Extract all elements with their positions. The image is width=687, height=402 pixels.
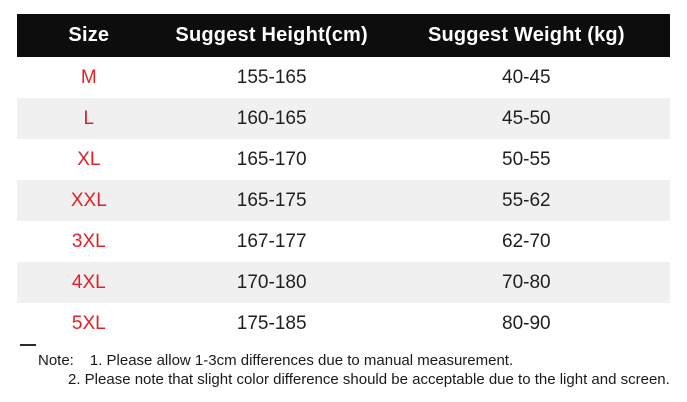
table-row: L 160-165 45-50 [17, 98, 670, 139]
weight-cell: 70-80 [502, 271, 551, 293]
size-cell: L [83, 107, 95, 129]
table-row: 5XL 175-185 80-90 [17, 303, 670, 344]
height-cell: 175-185 [236, 312, 307, 334]
size-cell: 5XL [71, 312, 106, 334]
weight-cell: 62-70 [502, 230, 551, 252]
size-chart-table: Size Suggest Height(cm) Suggest Weight (… [17, 14, 670, 344]
height-cell: 165-170 [236, 148, 307, 170]
note-section: Note: 1. Please allow 1-3cm differences … [38, 351, 670, 389]
header-cell-suggest-height: Suggest Height(cm) [175, 24, 368, 46]
table-row: XL 165-170 50-55 [17, 139, 670, 180]
header-cell-suggest-weight: Suggest Weight (kg) [427, 24, 625, 46]
note-item-1: 1. Please allow 1-3cm differences due to… [89, 352, 514, 369]
size-cell: M [80, 66, 97, 88]
note-dash [20, 344, 36, 346]
size-cell: XXL [70, 189, 107, 211]
size-cell: 3XL [71, 230, 106, 252]
table-header-row: Size Suggest Height(cm) Suggest Weight (… [17, 14, 670, 57]
table-row: 4XL 170-180 70-80 [17, 262, 670, 303]
height-cell: 170-180 [236, 271, 307, 293]
weight-cell: 50-55 [502, 148, 551, 170]
height-cell: 155-165 [236, 66, 307, 88]
table-row: 3XL 167-177 62-70 [17, 221, 670, 262]
size-cell: 4XL [71, 271, 106, 293]
weight-cell: 40-45 [502, 66, 551, 88]
table-row: XXL 165-175 55-62 [17, 180, 670, 221]
size-cell: XL [77, 148, 101, 170]
table-body: M 155-165 40-45 L 160-165 45-50 XL 165-1… [17, 57, 670, 344]
weight-cell: 55-62 [502, 189, 551, 211]
note-label: Note: [38, 352, 74, 369]
height-cell: 165-175 [236, 189, 307, 211]
weight-cell: 45-50 [502, 107, 551, 129]
note-item-2: 2. Please note that slight color differe… [68, 371, 670, 388]
note-line-1: Note: 1. Please allow 1-3cm differences … [38, 351, 670, 370]
weight-cell: 80-90 [502, 312, 551, 334]
height-cell: 167-177 [236, 230, 307, 252]
height-cell: 160-165 [236, 107, 307, 129]
table-row: M 155-165 40-45 [17, 57, 670, 98]
header-cell-size: Size [68, 24, 110, 46]
